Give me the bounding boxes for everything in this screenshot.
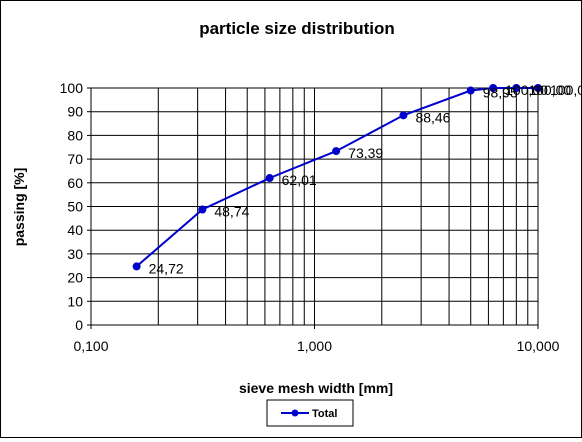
- data-labels: 24,7248,7462,0173,3988,4698,95100,00100,…: [149, 82, 582, 276]
- data-label: 100,00: [550, 82, 581, 98]
- y-tick-label: 60: [67, 175, 83, 191]
- data-label: 98,95: [483, 84, 518, 100]
- data-point: [198, 205, 207, 214]
- data-label: 100,00: [505, 82, 548, 98]
- data-point: [399, 111, 408, 120]
- data-label: 100,00: [528, 82, 571, 98]
- data-point: [265, 174, 274, 183]
- data-label: 62,01: [282, 172, 317, 188]
- x-axis-title: sieve mesh width [mm]: [239, 380, 393, 396]
- y-axis-title: passing [%]: [11, 168, 27, 247]
- data-label: 73,39: [348, 145, 383, 161]
- y-tick-label: 0: [75, 317, 83, 333]
- data-label: 24,72: [149, 260, 184, 276]
- y-axis-ticks: 0 10 20 30 40 50 60 70 80 90 100: [60, 80, 91, 333]
- legend-marker: [291, 409, 299, 417]
- y-tick-label: 50: [67, 199, 83, 215]
- y-tick-label: 40: [67, 222, 83, 238]
- x-tick-label: 10,000: [517, 338, 560, 354]
- x-axis-ticks: 0,100 1,000 10,000: [73, 325, 560, 354]
- y-tick-label: 70: [67, 151, 83, 167]
- y-tick-label: 80: [67, 127, 83, 143]
- data-point: [332, 147, 341, 156]
- x-tick-label: 0,100: [73, 338, 108, 354]
- data-point: [466, 86, 475, 95]
- y-tick-label: 10: [67, 293, 83, 309]
- data-label: 88,46: [415, 109, 450, 125]
- x-tick-label: 1,000: [297, 338, 332, 354]
- data-point: [489, 84, 498, 92]
- data-point: [534, 84, 542, 92]
- data-label: 48,74: [214, 203, 249, 219]
- legend: Total: [266, 399, 354, 427]
- series-total: [132, 84, 542, 271]
- legend-box: [266, 399, 354, 427]
- data-point: [132, 262, 141, 271]
- chart-title: particle size distribution: [199, 19, 395, 38]
- legend-label: Total: [312, 408, 337, 420]
- grid: [91, 88, 538, 325]
- y-tick-label: 30: [67, 246, 83, 262]
- y-tick-label: 90: [67, 104, 83, 120]
- y-tick-label: 100: [60, 80, 84, 96]
- data-point: [512, 84, 521, 92]
- y-tick-label: 20: [67, 270, 83, 286]
